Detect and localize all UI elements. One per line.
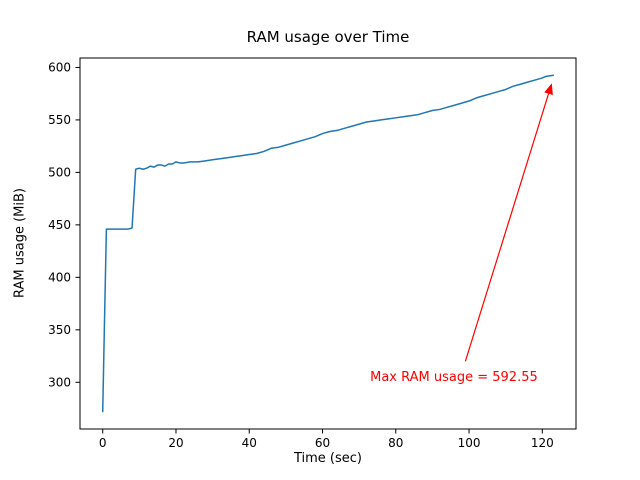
annotation-arrowhead <box>544 83 553 96</box>
x-tick-label: 40 <box>242 436 257 450</box>
x-axis-label: Time (sec) <box>293 451 362 466</box>
max-annotation-text: Max RAM usage = 592.55 <box>370 369 538 385</box>
x-tick-label: 80 <box>388 436 403 450</box>
x-tick-label: 0 <box>99 436 107 450</box>
x-tick-label: 60 <box>315 436 330 450</box>
y-tick-label: 400 <box>48 270 71 284</box>
chart-title: RAM usage over Time <box>246 28 410 46</box>
ram-usage-line <box>101 74 555 413</box>
y-axis-label: RAM usage (MiB) <box>12 188 28 298</box>
y-tick-label: 350 <box>48 323 71 337</box>
y-tick-label: 500 <box>48 165 71 179</box>
y-tick-label: 600 <box>48 60 71 74</box>
annotation-arrow <box>464 93 550 362</box>
x-tick-label: 120 <box>531 436 554 450</box>
x-tick-label: 20 <box>168 436 183 450</box>
x-tick-label: 100 <box>458 436 481 450</box>
y-tick-label: 300 <box>48 375 71 389</box>
y-tick-label: 450 <box>48 218 71 232</box>
y-tick-label: 550 <box>48 113 71 127</box>
